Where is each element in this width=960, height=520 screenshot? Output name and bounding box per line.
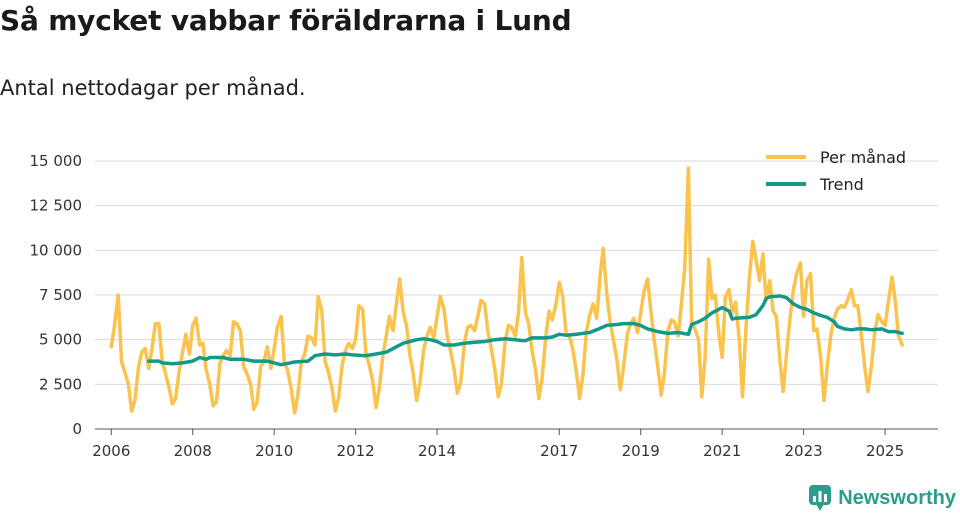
- y-tick-label: 15 000: [30, 152, 83, 170]
- chart-title: Så mycket vabbar föräldrarna i Lund: [0, 4, 572, 37]
- grid-lines: [95, 160, 938, 385]
- x-tick-label: 2017: [540, 442, 578, 460]
- y-tick-label: 12 500: [30, 197, 83, 215]
- legend: Per månad Trend: [766, 148, 906, 194]
- newsworthy-logo-icon: [809, 485, 832, 511]
- series-line-trend: [147, 294, 904, 367]
- series-line-per-manad: [109, 166, 904, 415]
- y-tick-label: 2 500: [39, 375, 82, 393]
- y-axis-ticks: 0 2 500 5 000 7 500 10 000 12 500 15 000: [30, 152, 83, 438]
- y-tick-label: 7 500: [39, 286, 82, 304]
- x-tick-label: 2021: [703, 442, 741, 460]
- x-tick-label: 2006: [92, 442, 130, 460]
- y-tick-label: 5 000: [39, 331, 82, 349]
- x-tick-label: 2012: [337, 442, 375, 460]
- x-tick-label: 2010: [255, 442, 293, 460]
- brand-name: Newsworthy: [838, 486, 956, 509]
- x-tick-label: 2014: [418, 442, 456, 460]
- x-tick-label: 2008: [174, 442, 212, 460]
- legend-label: Per månad: [820, 148, 906, 167]
- series-lines: [109, 166, 904, 415]
- chart-subtitle: Antal nettodagar per månad.: [0, 76, 306, 100]
- x-axis: 2006 2008 2010 2012 2014 2017 2019 2021 2023 2025: [92, 428, 938, 460]
- y-tick-label: 10 000: [30, 241, 83, 259]
- newsworthy-brand: Newsworthy: [808, 484, 956, 512]
- legend-label: Trend: [819, 175, 864, 194]
- y-tick-label: 0: [72, 420, 82, 438]
- x-tick-label: 2025: [866, 442, 904, 460]
- x-tick-label: 2023: [785, 442, 823, 460]
- x-tick-label: 2019: [622, 442, 660, 460]
